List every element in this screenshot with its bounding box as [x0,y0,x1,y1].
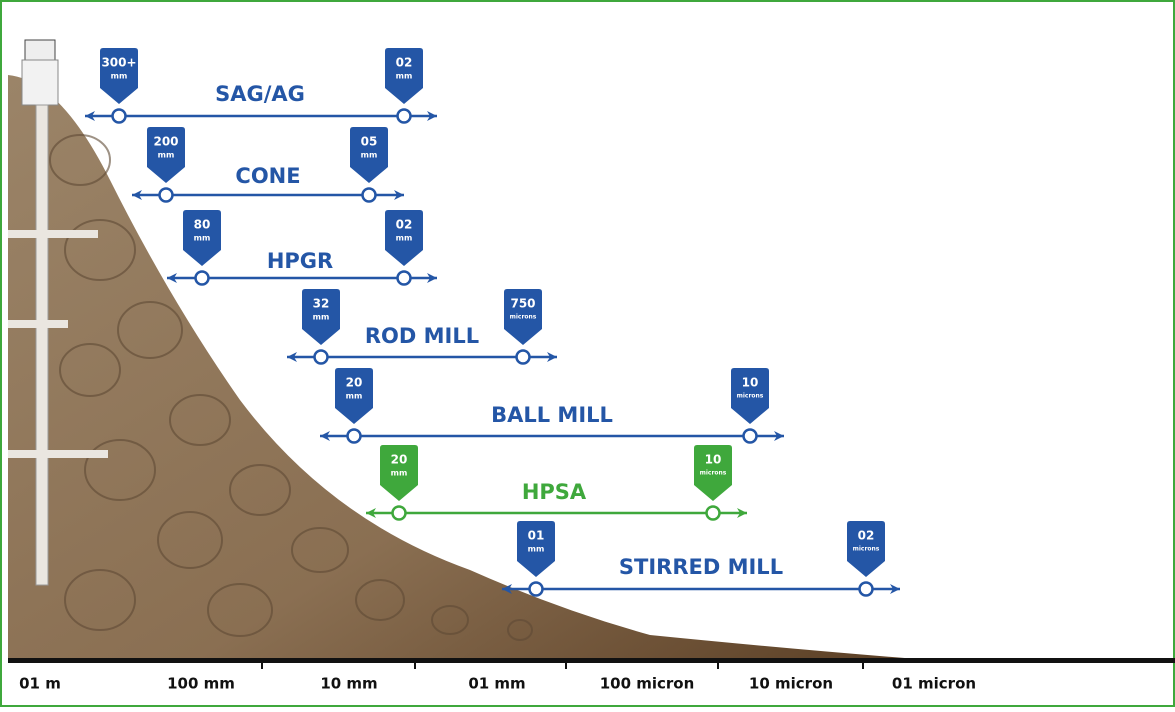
range-marker [398,110,411,123]
size-unit: mm [396,234,413,243]
size-value: 10 [742,376,759,390]
range-marker [363,189,376,202]
machine-name: CONE [235,164,300,188]
range-marker [315,351,328,364]
range-marker [393,507,406,520]
machine-name: ROD MILL [365,324,479,348]
range-marker [530,583,543,596]
size-unit: mm [313,313,330,322]
size-value: 10 [705,453,722,467]
machine-name: SAG/AG [215,82,305,106]
range-marker [348,430,361,443]
size-unit: mm [158,151,175,160]
range-marker [707,507,720,520]
scale-label: 01 mm [468,675,525,693]
scale-bar [8,658,1175,663]
range-marker [744,430,757,443]
diagram: 300+ mm 02 mm SAG/AG 200 mm 05 mm CONE 80 mm 02 mm HPG… [0,0,1175,707]
size-value: 80 [194,218,211,232]
size-unit: microns [737,393,764,400]
size-value: 01 [528,529,545,543]
size-value: 300+ [101,56,136,70]
size-value: 05 [361,135,378,149]
range-marker [860,583,873,596]
range-marker [517,351,530,364]
machine-name: HPGR [267,249,333,273]
range-marker [160,189,173,202]
machine-name: STIRRED MILL [619,555,783,579]
range-marker [398,272,411,285]
size-unit: mm [528,545,545,554]
size-value: 02 [858,529,875,543]
size-unit: mm [391,469,408,478]
scale-label: 10 micron [749,675,833,693]
size-unit: microns [700,470,727,477]
size-value: 02 [396,218,413,232]
size-value: 20 [346,376,363,390]
size-value: 750 [510,297,535,311]
machine-name: BALL MILL [491,403,613,427]
range-marker [113,110,126,123]
range-marker [196,272,209,285]
size-value: 32 [313,297,330,311]
size-unit: mm [111,72,128,81]
scale-label: 01 micron [892,675,976,693]
scale-label: 100 mm [167,675,235,693]
size-unit: mm [396,72,413,81]
size-value: 200 [153,135,178,149]
machine-name: HPSA [522,480,587,504]
scale-label: 01 m [19,675,61,693]
size-unit: mm [346,392,363,401]
size-value: 20 [391,453,408,467]
size-unit: mm [194,234,211,243]
scale-label: 100 micron [600,675,695,693]
size-unit: microns [510,314,537,321]
size-unit: mm [361,151,378,160]
scale-label: 10 mm [320,675,377,693]
size-unit: microns [853,546,880,553]
size-value: 02 [396,56,413,70]
